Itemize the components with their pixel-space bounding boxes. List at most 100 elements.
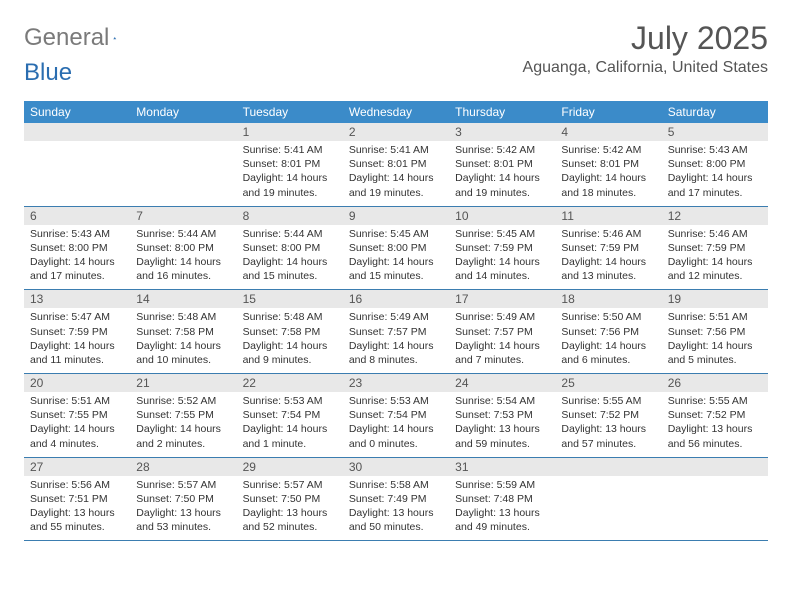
daylight-text: Daylight: 14 hours and 17 minutes. bbox=[30, 255, 124, 283]
day-26: 26Sunrise: 5:55 AMSunset: 7:52 PMDayligh… bbox=[662, 374, 768, 457]
sunrise-text: Sunrise: 5:43 AM bbox=[668, 143, 762, 157]
daylight-text: Daylight: 14 hours and 13 minutes. bbox=[561, 255, 655, 283]
day-body bbox=[662, 476, 768, 534]
day-body: Sunrise: 5:44 AMSunset: 8:00 PMDaylight:… bbox=[130, 225, 236, 290]
daylight-text: Daylight: 14 hours and 8 minutes. bbox=[349, 339, 443, 367]
daylight-text: Daylight: 14 hours and 17 minutes. bbox=[668, 171, 762, 199]
sunrise-text: Sunrise: 5:47 AM bbox=[30, 310, 124, 324]
sunset-text: Sunset: 7:50 PM bbox=[136, 492, 230, 506]
day-number: 18 bbox=[555, 290, 661, 308]
sunset-text: Sunset: 7:52 PM bbox=[668, 408, 762, 422]
daylight-text: Daylight: 13 hours and 52 minutes. bbox=[243, 506, 337, 534]
sunrise-text: Sunrise: 5:49 AM bbox=[455, 310, 549, 324]
sunset-text: Sunset: 7:48 PM bbox=[455, 492, 549, 506]
day-number: 27 bbox=[24, 458, 130, 476]
sunrise-text: Sunrise: 5:44 AM bbox=[243, 227, 337, 241]
daylight-text: Daylight: 14 hours and 6 minutes. bbox=[561, 339, 655, 367]
daylight-text: Daylight: 14 hours and 2 minutes. bbox=[136, 422, 230, 450]
sunset-text: Sunset: 8:01 PM bbox=[349, 157, 443, 171]
sunrise-text: Sunrise: 5:48 AM bbox=[243, 310, 337, 324]
daylight-text: Daylight: 13 hours and 53 minutes. bbox=[136, 506, 230, 534]
day-number: 20 bbox=[24, 374, 130, 392]
calendar: SundayMondayTuesdayWednesdayThursdayFrid… bbox=[24, 101, 768, 541]
day-empty bbox=[555, 458, 661, 541]
day-number bbox=[130, 123, 236, 141]
day-8: 8Sunrise: 5:44 AMSunset: 8:00 PMDaylight… bbox=[237, 207, 343, 290]
day-30: 30Sunrise: 5:58 AMSunset: 7:49 PMDayligh… bbox=[343, 458, 449, 541]
week-row: 13Sunrise: 5:47 AMSunset: 7:59 PMDayligh… bbox=[24, 290, 768, 374]
day-number: 28 bbox=[130, 458, 236, 476]
daylight-text: Daylight: 14 hours and 7 minutes. bbox=[455, 339, 549, 367]
daylight-text: Daylight: 14 hours and 4 minutes. bbox=[30, 422, 124, 450]
day-body: Sunrise: 5:58 AMSunset: 7:49 PMDaylight:… bbox=[343, 476, 449, 541]
day-number: 19 bbox=[662, 290, 768, 308]
day-20: 20Sunrise: 5:51 AMSunset: 7:55 PMDayligh… bbox=[24, 374, 130, 457]
day-body: Sunrise: 5:48 AMSunset: 7:58 PMDaylight:… bbox=[130, 308, 236, 373]
daylight-text: Daylight: 13 hours and 50 minutes. bbox=[349, 506, 443, 534]
sunrise-text: Sunrise: 5:43 AM bbox=[30, 227, 124, 241]
logo: General bbox=[24, 24, 137, 52]
daylight-text: Daylight: 14 hours and 0 minutes. bbox=[349, 422, 443, 450]
day-22: 22Sunrise: 5:53 AMSunset: 7:54 PMDayligh… bbox=[237, 374, 343, 457]
day-number: 8 bbox=[237, 207, 343, 225]
day-body: Sunrise: 5:44 AMSunset: 8:00 PMDaylight:… bbox=[237, 225, 343, 290]
sunset-text: Sunset: 8:00 PM bbox=[30, 241, 124, 255]
sunrise-text: Sunrise: 5:42 AM bbox=[561, 143, 655, 157]
day-number: 9 bbox=[343, 207, 449, 225]
day-7: 7Sunrise: 5:44 AMSunset: 8:00 PMDaylight… bbox=[130, 207, 236, 290]
day-body: Sunrise: 5:57 AMSunset: 7:50 PMDaylight:… bbox=[237, 476, 343, 541]
day-body: Sunrise: 5:48 AMSunset: 7:58 PMDaylight:… bbox=[237, 308, 343, 373]
day-4: 4Sunrise: 5:42 AMSunset: 8:01 PMDaylight… bbox=[555, 123, 661, 206]
day-number: 25 bbox=[555, 374, 661, 392]
day-number: 7 bbox=[130, 207, 236, 225]
day-12: 12Sunrise: 5:46 AMSunset: 7:59 PMDayligh… bbox=[662, 207, 768, 290]
sunset-text: Sunset: 8:00 PM bbox=[243, 241, 337, 255]
daylight-text: Daylight: 14 hours and 19 minutes. bbox=[455, 171, 549, 199]
week-row: 1Sunrise: 5:41 AMSunset: 8:01 PMDaylight… bbox=[24, 123, 768, 207]
day-body: Sunrise: 5:54 AMSunset: 7:53 PMDaylight:… bbox=[449, 392, 555, 457]
day-body bbox=[555, 476, 661, 534]
day-number: 30 bbox=[343, 458, 449, 476]
day-23: 23Sunrise: 5:53 AMSunset: 7:54 PMDayligh… bbox=[343, 374, 449, 457]
day-body: Sunrise: 5:41 AMSunset: 8:01 PMDaylight:… bbox=[237, 141, 343, 206]
weekday-thursday: Thursday bbox=[449, 101, 555, 123]
weekday-monday: Monday bbox=[130, 101, 236, 123]
weekday-friday: Friday bbox=[555, 101, 661, 123]
sunset-text: Sunset: 7:49 PM bbox=[349, 492, 443, 506]
day-empty bbox=[130, 123, 236, 206]
week-row: 20Sunrise: 5:51 AMSunset: 7:55 PMDayligh… bbox=[24, 374, 768, 458]
day-body: Sunrise: 5:53 AMSunset: 7:54 PMDaylight:… bbox=[343, 392, 449, 457]
day-body: Sunrise: 5:42 AMSunset: 8:01 PMDaylight:… bbox=[449, 141, 555, 206]
day-17: 17Sunrise: 5:49 AMSunset: 7:57 PMDayligh… bbox=[449, 290, 555, 373]
day-number: 4 bbox=[555, 123, 661, 141]
sunrise-text: Sunrise: 5:53 AM bbox=[243, 394, 337, 408]
daylight-text: Daylight: 13 hours and 56 minutes. bbox=[668, 422, 762, 450]
sunrise-text: Sunrise: 5:42 AM bbox=[455, 143, 549, 157]
sunset-text: Sunset: 8:01 PM bbox=[243, 157, 337, 171]
sunrise-text: Sunrise: 5:51 AM bbox=[30, 394, 124, 408]
daylight-text: Daylight: 14 hours and 1 minute. bbox=[243, 422, 337, 450]
sunrise-text: Sunrise: 5:45 AM bbox=[455, 227, 549, 241]
sunset-text: Sunset: 7:52 PM bbox=[561, 408, 655, 422]
day-3: 3Sunrise: 5:42 AMSunset: 8:01 PMDaylight… bbox=[449, 123, 555, 206]
daylight-text: Daylight: 14 hours and 15 minutes. bbox=[349, 255, 443, 283]
day-1: 1Sunrise: 5:41 AMSunset: 8:01 PMDaylight… bbox=[237, 123, 343, 206]
sunset-text: Sunset: 8:01 PM bbox=[561, 157, 655, 171]
day-body: Sunrise: 5:52 AMSunset: 7:55 PMDaylight:… bbox=[130, 392, 236, 457]
daylight-text: Daylight: 13 hours and 57 minutes. bbox=[561, 422, 655, 450]
day-9: 9Sunrise: 5:45 AMSunset: 8:00 PMDaylight… bbox=[343, 207, 449, 290]
sunset-text: Sunset: 8:00 PM bbox=[349, 241, 443, 255]
day-number: 24 bbox=[449, 374, 555, 392]
day-24: 24Sunrise: 5:54 AMSunset: 7:53 PMDayligh… bbox=[449, 374, 555, 457]
daylight-text: Daylight: 14 hours and 12 minutes. bbox=[668, 255, 762, 283]
day-number: 15 bbox=[237, 290, 343, 308]
sunset-text: Sunset: 7:59 PM bbox=[668, 241, 762, 255]
day-number bbox=[555, 458, 661, 476]
sunset-text: Sunset: 8:00 PM bbox=[668, 157, 762, 171]
daylight-text: Daylight: 14 hours and 15 minutes. bbox=[243, 255, 337, 283]
week-row: 27Sunrise: 5:56 AMSunset: 7:51 PMDayligh… bbox=[24, 458, 768, 542]
day-31: 31Sunrise: 5:59 AMSunset: 7:48 PMDayligh… bbox=[449, 458, 555, 541]
day-19: 19Sunrise: 5:51 AMSunset: 7:56 PMDayligh… bbox=[662, 290, 768, 373]
sunset-text: Sunset: 8:01 PM bbox=[455, 157, 549, 171]
day-number: 22 bbox=[237, 374, 343, 392]
